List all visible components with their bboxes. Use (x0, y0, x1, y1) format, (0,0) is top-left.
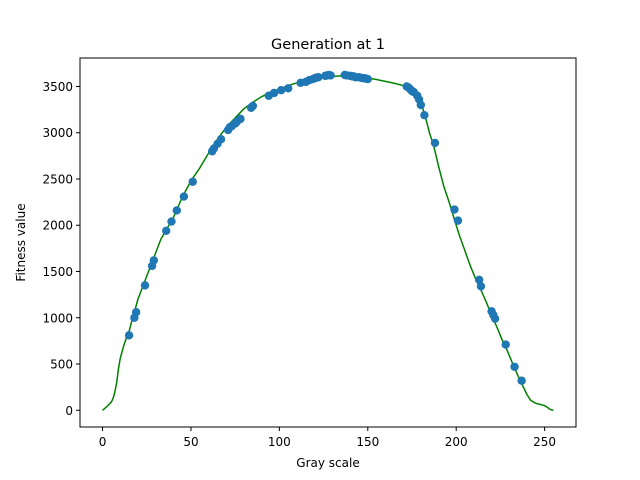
population-point (474, 275, 484, 285)
population-point (326, 71, 335, 80)
y-tick-label: 0 (65, 404, 73, 418)
x-axis-ticks: 0 50 100 150 200 250 (99, 427, 556, 449)
population-point (416, 100, 426, 110)
y-tick-label: 1000 (42, 311, 73, 325)
y-tick-label: 500 (50, 358, 73, 372)
population-point (248, 101, 258, 111)
population-point (420, 110, 429, 120)
x-tick-label: 200 (445, 435, 468, 449)
population-point (162, 226, 171, 235)
population-point (517, 376, 526, 385)
y-tick-label: 3500 (42, 80, 73, 94)
x-tick-label: 250 (533, 435, 556, 449)
y-tick-label: 3000 (42, 126, 73, 140)
population-point (476, 282, 486, 291)
plot-layer (102, 70, 554, 412)
y-tick-label: 1500 (42, 265, 73, 279)
population-point (140, 281, 150, 290)
population-point (450, 205, 459, 214)
population-point (453, 216, 463, 225)
population-point (131, 308, 141, 317)
x-axis-label: Gray scale (296, 456, 359, 470)
plot-frame (79, 57, 577, 428)
chart-title: Generation at 1 (271, 37, 385, 53)
population-point (269, 88, 279, 98)
x-tick-label: 100 (268, 435, 291, 449)
x-tick-label: 0 (99, 435, 107, 449)
population-point (124, 331, 134, 340)
population-point (510, 362, 519, 371)
population-point (167, 217, 176, 226)
population-point (430, 138, 440, 148)
x-tick-label: 50 (183, 435, 198, 449)
y-axis-ticks: 0 500 1000 1500 2000 2500 3000 3500 (42, 80, 80, 418)
y-tick-label: 2000 (42, 219, 73, 233)
y-tick-label: 2500 (42, 172, 73, 186)
population-point (276, 85, 286, 95)
population-point (363, 74, 372, 84)
x-tick-label: 150 (356, 435, 379, 449)
population-point (216, 135, 226, 144)
population-point (149, 256, 159, 265)
y-axis-label: Fitness value (14, 203, 28, 281)
population-point (179, 192, 189, 201)
population-point (501, 340, 510, 349)
population-point (236, 114, 245, 124)
population-point (284, 84, 293, 93)
population-point (314, 73, 323, 82)
population-point (490, 314, 500, 323)
population-point (188, 177, 197, 186)
population-point (172, 206, 182, 215)
